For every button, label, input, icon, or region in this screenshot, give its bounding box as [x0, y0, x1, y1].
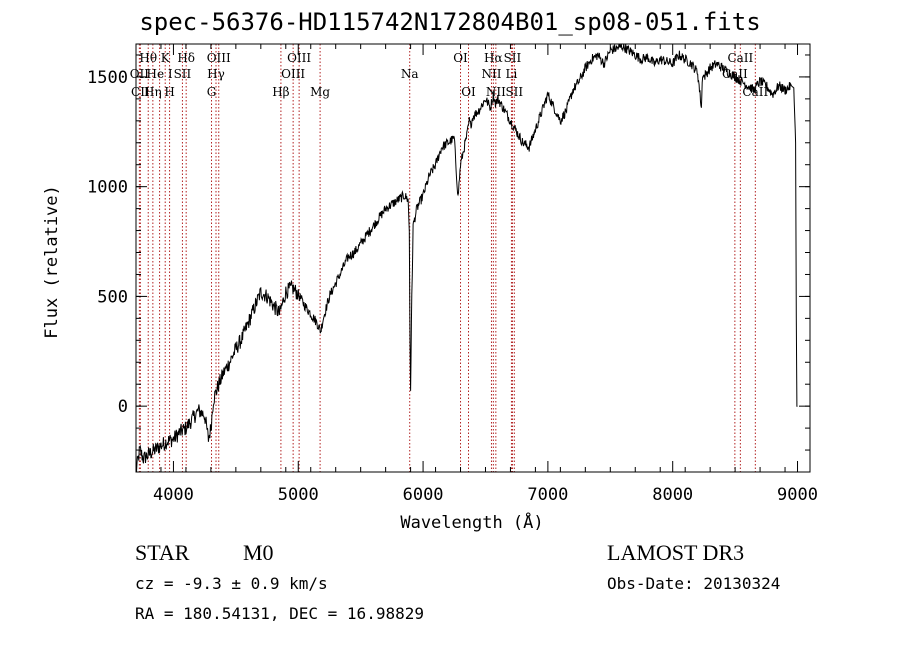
line-marker-label-7: SII: [174, 67, 192, 81]
chart-title: spec-56376-HD115742N172804B01_sp08-051.f…: [139, 8, 761, 36]
y-tick-label: 1500: [87, 68, 128, 88]
line-marker-label-2: CII: [131, 85, 150, 99]
plot-frame: [135, 43, 811, 473]
line-marker-label-11: G: [207, 85, 217, 99]
object-class: STAR: [135, 540, 190, 565]
line-marker-label-25: CaII: [727, 51, 753, 65]
x-axis-label: Wavelength (Å): [400, 511, 543, 533]
y-axis-label: Flux (relative): [42, 185, 62, 339]
line-marker-label-3: K: [161, 51, 171, 65]
x-tick-label: 9000: [777, 485, 818, 505]
line-marker-label-1: OII: [130, 67, 150, 81]
line-marker-label-5: Hη: [144, 85, 162, 99]
line-marker-label-16: Na: [401, 67, 419, 81]
line-marker-label-4: He I: [147, 67, 173, 81]
line-marker-label-13: OIII: [281, 67, 305, 81]
observation-date: Obs-Date: 20130324: [607, 574, 781, 593]
line-marker-label-14: Hβ: [272, 85, 289, 99]
line-marker-label-27: CaII: [742, 85, 768, 99]
redshift-cz: cz = -9.3 ± 0.9 km/s: [135, 574, 328, 593]
survey-name: LAMOST DR3: [607, 540, 745, 565]
x-tick-label: 4000: [153, 485, 194, 505]
line-marker-label-6: Hδ: [177, 51, 195, 65]
line-marker-label-0: Hθ: [139, 51, 157, 65]
line-marker-label-10: Hγ: [207, 67, 225, 81]
y-tick-label: 0: [118, 397, 128, 417]
series-layer: [135, 43, 798, 473]
line-marker-label-20: NII: [481, 67, 501, 81]
line-marker-label-22: SII: [504, 51, 522, 65]
line-marker-label-9: OIII: [207, 51, 231, 65]
line-marker-layer: [138, 44, 756, 472]
x-tick-label: 8000: [652, 485, 693, 505]
line-marker-label-19: Hα: [484, 51, 503, 65]
line-marker-label-18: OI: [461, 85, 476, 99]
x-tick-label: 6000: [403, 485, 444, 505]
x-tick-label: 5000: [278, 485, 319, 505]
y-tick-label: 500: [97, 287, 128, 307]
line-marker-label-21: NII: [486, 85, 506, 99]
line-marker-label-15: Mg: [310, 85, 330, 99]
x-tick-label: 7000: [527, 485, 568, 505]
series-flux: [135, 43, 798, 473]
line-marker-label-23: Li: [506, 67, 518, 81]
axes-layer: 4000 5000 6000 7000 8000 9000 0 500 1000 1500: [87, 43, 818, 505]
object-subclass: M0: [243, 540, 274, 565]
y-tick-label: 1000: [87, 178, 128, 198]
coordinates: RA = 180.54131, DEC = 16.98829: [135, 604, 424, 623]
line-marker-label-8: H: [164, 85, 174, 99]
line-marker-label-24: SII: [505, 85, 523, 99]
line-marker-label-12: OIII: [287, 51, 311, 65]
line-marker-label-17: OI: [453, 51, 468, 65]
line-marker-label-26: CaII: [722, 67, 748, 81]
